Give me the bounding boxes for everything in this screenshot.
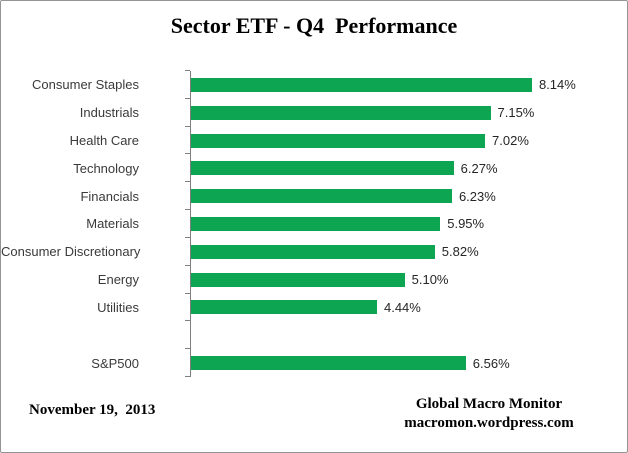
- bar: [191, 244, 435, 259]
- value-label: 6.23%: [458, 188, 496, 204]
- axis-tick: [185, 97, 190, 99]
- bar-chart: Consumer Staples 8.14% Industrials 7.15% Hea…: [1, 70, 619, 377]
- credit-source-url: macromon.wordpress.com: [404, 415, 574, 431]
- category-label: Energy: [97, 272, 139, 288]
- plot-cell: 7.15%: [185, 97, 619, 127]
- credit-source-name: Global Macro Monitor: [415, 396, 563, 412]
- category-label: Consumer Staples: [32, 77, 139, 93]
- axis-tick: [185, 209, 190, 211]
- value-label: 6.27%: [460, 160, 498, 176]
- value-label: 4.44%: [383, 299, 421, 315]
- axis-tick: [185, 70, 190, 71]
- category-label: Materials: [86, 216, 139, 232]
- plot-cell: [185, 320, 619, 350]
- category-label: Financials: [80, 188, 139, 204]
- plot-cell: 6.23%: [185, 181, 619, 211]
- plot-cell: 4.44%: [185, 292, 619, 322]
- plot-cell: 5.95%: [185, 209, 619, 238]
- chart-row: Financials 6.23%: [1, 181, 619, 211]
- bar: [191, 216, 441, 231]
- bar: [191, 77, 532, 92]
- chart-row: Consumer Staples 8.14%: [1, 70, 619, 99]
- axis-tick: [185, 125, 190, 127]
- value-label: 7.15%: [497, 105, 535, 121]
- bar: [191, 161, 454, 176]
- footer-date: November 19, 2013: [29, 402, 156, 418]
- chart-row: [1, 320, 619, 350]
- category-label: Industrials: [79, 105, 139, 121]
- bar: [191, 105, 491, 120]
- category-label: Health Care: [69, 133, 139, 149]
- axis-tick: [185, 153, 190, 155]
- value-label: 6.56%: [472, 355, 510, 371]
- axis-bottom-tick: [185, 375, 190, 377]
- axis-tick: [185, 292, 190, 294]
- footer-credit: Global Macro Monitor macromon.wordpress.…: [389, 395, 589, 433]
- value-label: 8.14%: [538, 77, 576, 93]
- chart-row: Health Care 7.02%: [1, 125, 619, 155]
- bar: [191, 300, 377, 315]
- category-label: Technology: [73, 160, 139, 176]
- plot-cell: 7.02%: [185, 125, 619, 155]
- value-label: 5.82%: [441, 244, 479, 260]
- value-label: 5.10%: [411, 272, 449, 288]
- chart-row: Technology 6.27%: [1, 153, 619, 183]
- chart-title: Sector ETF - Q4 Performance: [170, 13, 458, 38]
- category-label: S&P500: [91, 355, 139, 371]
- axis-tick: [185, 348, 190, 350]
- value-label: 5.95%: [447, 216, 485, 232]
- plot-cell: 6.27%: [185, 153, 619, 183]
- bar: [191, 133, 486, 148]
- plot-cell: 5.82%: [185, 236, 619, 266]
- chart-row: Utilities 4.44%: [1, 292, 619, 322]
- plot-cell: 5.10%: [185, 264, 619, 294]
- chart-row: S&P500 6.56%: [1, 348, 619, 377]
- value-label: 7.02%: [492, 133, 529, 149]
- axis-tick: [185, 264, 190, 266]
- bar: [191, 272, 405, 287]
- chart-row: Consumer Discretionary 5.82%: [1, 236, 619, 266]
- bar: [191, 356, 466, 371]
- axis-tick: [185, 181, 190, 183]
- chart-row: Energy 5.10%: [1, 264, 619, 294]
- bar: [191, 189, 452, 204]
- chart-row: Industrials 7.15%: [1, 97, 619, 127]
- category-label: Utilities: [97, 299, 139, 315]
- axis-tick: [185, 236, 190, 238]
- plot-cell: 8.14%: [185, 70, 619, 99]
- axis-tick: [185, 320, 190, 322]
- category-label: Consumer Discretionary: [1, 244, 141, 260]
- chart-row: Materials 5.95%: [1, 209, 619, 238]
- plot-cell: 6.56%: [185, 348, 619, 377]
